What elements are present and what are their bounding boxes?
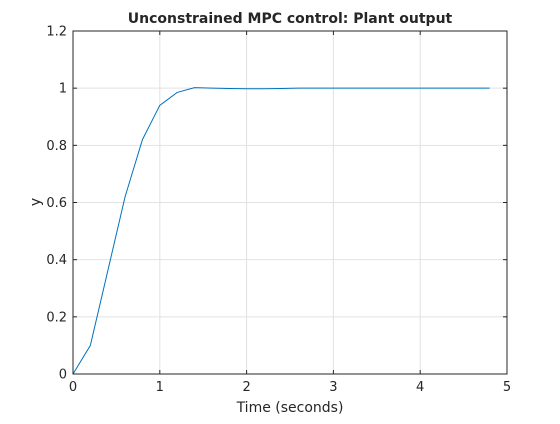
- y-tick-label: 1: [59, 82, 67, 97]
- y-tick-label: 1.2: [46, 25, 67, 40]
- chart-title: Unconstrained MPC control: Plant output: [128, 11, 453, 27]
- x-tick-label: 2: [242, 380, 250, 395]
- x-tick-label: 1: [156, 380, 164, 395]
- x-tick-label: 5: [503, 380, 511, 395]
- series-line: [72, 87, 490, 375]
- y-tick-label: 0.4: [46, 253, 67, 268]
- plot-area: [72, 87, 490, 375]
- y-axis-label: y: [28, 198, 44, 206]
- ticks: 0 1 2 3 4 5 0 0.2 0.4 0.6 0.8 1 1.2: [46, 25, 511, 396]
- y-tick-label: 0.8: [46, 139, 67, 154]
- x-tick-label: 0: [69, 380, 77, 395]
- x-tick-label: 3: [329, 380, 337, 395]
- y-tick-label: 0: [59, 368, 67, 383]
- y-tick-label: 0.2: [46, 310, 67, 325]
- grid: [72, 30, 508, 375]
- y-tick-label: 0.6: [46, 196, 67, 211]
- x-tick-label: 4: [416, 380, 424, 395]
- x-axis-label: Time (seconds): [236, 400, 344, 416]
